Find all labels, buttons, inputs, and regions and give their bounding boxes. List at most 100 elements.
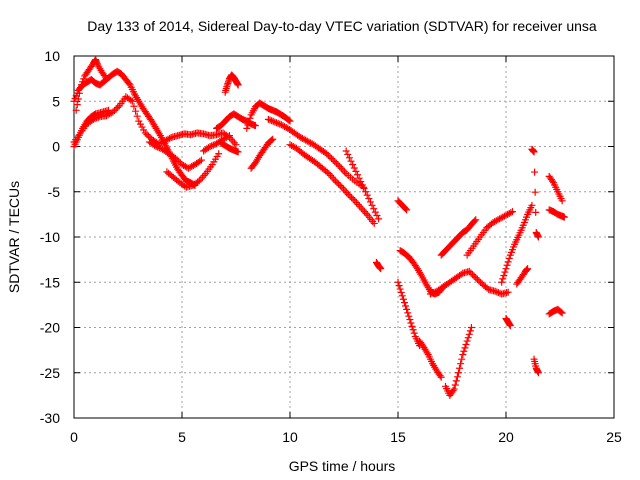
data-point (269, 117, 277, 125)
series-arc-j (217, 139, 242, 156)
data-point (494, 289, 502, 297)
series-arc-d (70, 106, 113, 150)
data-point (271, 118, 279, 126)
data-point (273, 119, 280, 127)
data-point (155, 144, 163, 152)
data-point (558, 197, 566, 205)
series-arc-aa (513, 265, 532, 288)
series-arc-g (200, 132, 234, 155)
series-arc-o (342, 147, 383, 223)
series-arc-p (372, 258, 385, 273)
data-point (507, 209, 515, 217)
data-point (453, 373, 461, 381)
data-point (175, 157, 183, 165)
data-point (336, 162, 344, 170)
series-arc-u (437, 216, 480, 259)
data-point (462, 340, 470, 348)
data-point (558, 309, 566, 317)
data-point (451, 381, 459, 389)
x-tick-label: 5 (178, 429, 186, 445)
data-point (335, 180, 343, 188)
data-point (466, 327, 474, 335)
data-point (403, 206, 411, 214)
data-point (356, 202, 364, 210)
data-point (331, 177, 339, 185)
data-point (395, 282, 403, 290)
data-point (157, 138, 165, 146)
data-point (457, 360, 465, 368)
data-point (407, 319, 415, 327)
data-point (338, 183, 346, 191)
y-tick-label: 0 (52, 139, 60, 155)
data-point (504, 258, 512, 266)
data-point (458, 355, 466, 363)
data-point (342, 147, 350, 155)
data-point (452, 377, 460, 385)
data-point (328, 154, 336, 162)
data-point (348, 194, 356, 202)
data-point (405, 312, 413, 320)
data-point (75, 89, 83, 97)
series-arc-s (394, 278, 424, 350)
data-point (534, 369, 542, 377)
data-point (396, 285, 404, 293)
x-tick-labels: 0 5 10 15 20 25 (70, 429, 622, 445)
data-point (409, 326, 417, 334)
data-point (366, 198, 374, 206)
data-point (127, 96, 135, 104)
data-point (251, 122, 259, 130)
data-point (357, 178, 365, 186)
data-point (234, 81, 242, 89)
data-point (531, 168, 539, 176)
data-point (465, 267, 473, 275)
data-point (285, 116, 293, 124)
series-arc-n (286, 141, 378, 227)
data-point (469, 271, 477, 279)
data-point (355, 174, 363, 182)
x-axis-label: GPS time / hours (289, 458, 396, 474)
data-point (268, 136, 276, 144)
data-point (199, 173, 207, 181)
data-point (454, 369, 462, 377)
data-point (343, 189, 351, 197)
data-point (460, 347, 468, 355)
data-point (361, 208, 369, 216)
series-arc-t (416, 337, 445, 381)
data-point (528, 201, 536, 209)
data-point (360, 184, 368, 192)
data-point (375, 215, 383, 223)
data-point (426, 290, 434, 298)
data-point (352, 199, 360, 207)
data-point (403, 305, 411, 313)
data-point (226, 132, 234, 140)
data-point (548, 177, 556, 185)
data-point (101, 73, 109, 81)
data-point (472, 274, 480, 282)
data-point (410, 329, 418, 337)
data-point (406, 316, 414, 324)
series-arc-ac (528, 145, 542, 241)
data-point (224, 133, 232, 141)
data-point (408, 322, 416, 330)
data-point (329, 156, 337, 164)
data-point (105, 106, 113, 114)
data-point (333, 178, 341, 186)
series-arc-ab (530, 355, 542, 377)
data-point (200, 171, 208, 179)
data-point (461, 344, 469, 352)
data-point (349, 195, 357, 203)
data-point (79, 78, 87, 86)
data-point (80, 75, 88, 83)
data-point (276, 120, 284, 128)
y-tick-label: -25 (40, 365, 60, 381)
data-point (498, 278, 506, 286)
data-point (402, 205, 410, 213)
series-arc-l (247, 135, 277, 172)
data-point (135, 117, 143, 125)
data-point (345, 154, 353, 162)
data-point (172, 154, 180, 162)
data-point (473, 275, 481, 283)
data-point (72, 106, 80, 114)
data-point (141, 129, 149, 137)
data-point (112, 105, 120, 113)
